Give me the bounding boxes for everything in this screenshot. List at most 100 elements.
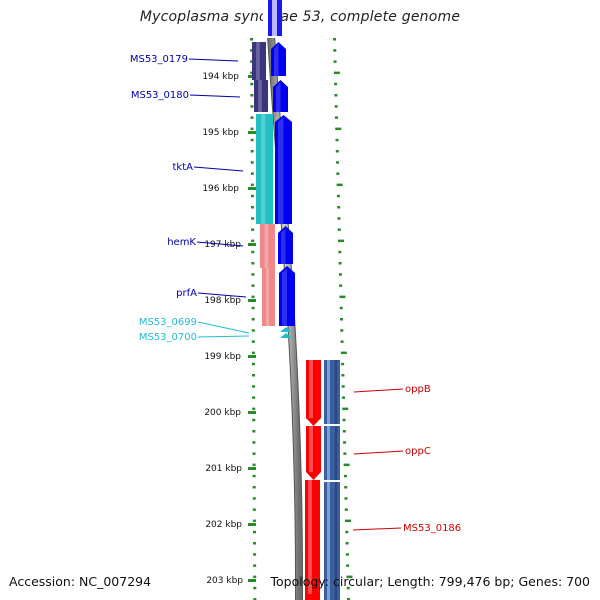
ruler-dot xyxy=(337,228,341,231)
gene-bar-oppC[interactable] xyxy=(324,426,340,480)
ruler-dot xyxy=(342,430,346,433)
gene-bar-sheen xyxy=(261,114,266,224)
kbp-tick-label: 202 kbp xyxy=(205,520,242,530)
ruler-dot xyxy=(253,586,257,590)
ruler-dot xyxy=(333,71,340,75)
gene-leader-line xyxy=(353,388,404,393)
gene-leader-line xyxy=(197,292,247,298)
ruler-dot xyxy=(336,161,340,164)
gene-bar-hemK[interactable] xyxy=(260,224,275,268)
ruler-dot xyxy=(250,82,254,86)
ruler-dot xyxy=(338,250,342,254)
gene-label-hemK[interactable]: hemK xyxy=(167,237,196,248)
forward-cds-arrow[interactable] xyxy=(278,226,293,264)
gene-label-prfA[interactable]: prfA xyxy=(176,288,197,299)
ruler-dot xyxy=(252,374,256,377)
ruler-dot xyxy=(341,385,345,388)
gene-chevron-MS53_0700[interactable] xyxy=(280,333,292,338)
ruler-dot xyxy=(252,486,256,489)
accession-text: Accession: NC_007294 xyxy=(9,574,152,589)
ruler-dot xyxy=(252,430,256,433)
ruler-dot xyxy=(252,497,256,500)
ruler-dot xyxy=(251,284,255,287)
cds-sheen xyxy=(276,82,281,112)
gene-bar-shade xyxy=(335,360,337,424)
ruler-dot xyxy=(335,150,339,153)
gene-label-MS53_0699[interactable]: MS53_0699 xyxy=(139,317,197,328)
ruler-dot xyxy=(252,463,256,467)
gene-label-MS53_0700[interactable]: MS53_0700 xyxy=(139,332,197,343)
genome-title: Mycoplasma synoviae 53, complete genome xyxy=(139,9,461,25)
gene-label-MS53_0180[interactable]: MS53_0180 xyxy=(131,90,189,101)
cds-sheen xyxy=(281,228,286,264)
ruler-dot xyxy=(333,49,337,52)
gene-bar-sheen xyxy=(327,360,330,424)
genome-summary-text: Topology: circular; Length: 799,476 bp; … xyxy=(270,574,591,589)
gene-label-MS53_0179[interactable]: MS53_0179 xyxy=(130,54,188,65)
gene-bar-sheen xyxy=(327,426,330,480)
kbp-major-tick xyxy=(248,131,256,134)
cds-sheen xyxy=(309,360,313,418)
ruler-dot xyxy=(337,217,341,220)
ruler-dot xyxy=(251,340,255,343)
ruler-dot xyxy=(344,486,348,489)
ruler-dot xyxy=(343,463,350,467)
gene-leader-line xyxy=(196,241,244,247)
ruler-dot xyxy=(250,105,254,108)
ruler-dot xyxy=(250,60,254,63)
cds-sheen xyxy=(274,44,279,76)
forward-cds-arrow[interactable] xyxy=(275,115,292,224)
ruler-dot xyxy=(251,329,255,332)
kbp-tick-label: 201 kbp xyxy=(205,464,242,474)
gene-chevron-MS53_0699[interactable] xyxy=(280,327,292,332)
ruler-dot xyxy=(343,441,347,444)
gene-bar-sheen xyxy=(327,482,330,600)
ruler-dot xyxy=(342,407,349,411)
ruler-dot xyxy=(346,586,350,590)
kbp-tick-label: 200 kbp xyxy=(204,408,241,418)
ruler-dot xyxy=(250,94,254,97)
ruler-dot xyxy=(343,452,347,455)
ruler-dot xyxy=(336,183,343,187)
gene-bar-oppB[interactable] xyxy=(324,360,340,424)
ruler-dot xyxy=(251,351,255,355)
ruler-dot xyxy=(252,407,256,411)
forward-cds-arrow[interactable] xyxy=(271,42,286,76)
ruler-dot xyxy=(338,262,342,265)
kbp-tick-label: 195 kbp xyxy=(202,128,239,138)
gene-leader-line xyxy=(197,335,250,338)
ruler-dot xyxy=(336,194,340,198)
gene-bar-prfA[interactable] xyxy=(262,268,275,326)
gene-bar-MS53_0180[interactable] xyxy=(254,80,268,112)
cds-sheen xyxy=(282,268,287,326)
ruler-dot xyxy=(253,553,257,556)
reverse-cds-arrow[interactable] xyxy=(306,360,321,426)
gene-bar-MS53_0179[interactable] xyxy=(252,42,266,80)
ruler-dot xyxy=(338,239,345,243)
ruler-dot xyxy=(341,396,345,399)
gene-leader-line xyxy=(189,94,241,98)
ruler-dot xyxy=(334,94,338,97)
gene-label-tktA[interactable]: tktA xyxy=(173,162,194,173)
ruler-dot xyxy=(340,318,343,321)
gene-label-oppB[interactable]: oppB xyxy=(405,384,431,395)
ruler-dot xyxy=(250,150,254,153)
forward-cds-arrow[interactable] xyxy=(273,80,288,112)
ruler-dot xyxy=(251,362,255,366)
ruler-dot xyxy=(334,82,338,86)
ruler-dot xyxy=(252,396,256,399)
ruler-dot xyxy=(344,508,348,511)
gene-label-MS53_0186[interactable]: MS53_0186 xyxy=(403,523,461,534)
gene-bar-sheen xyxy=(264,224,269,268)
reverse-cds-arrow[interactable] xyxy=(306,426,321,480)
gene-label-oppC[interactable]: oppC xyxy=(405,446,431,457)
kbp-major-tick xyxy=(248,187,256,190)
ruler-dot xyxy=(253,598,257,600)
forward-cds-arrow[interactable] xyxy=(279,266,295,326)
kbp-major-tick xyxy=(248,411,256,414)
reverse-cds-arrow[interactable] xyxy=(305,480,320,600)
ruler-dot xyxy=(333,60,337,63)
kbp-tick-label: 198 kbp xyxy=(204,296,241,306)
gene-bar-tktA[interactable] xyxy=(256,114,273,224)
